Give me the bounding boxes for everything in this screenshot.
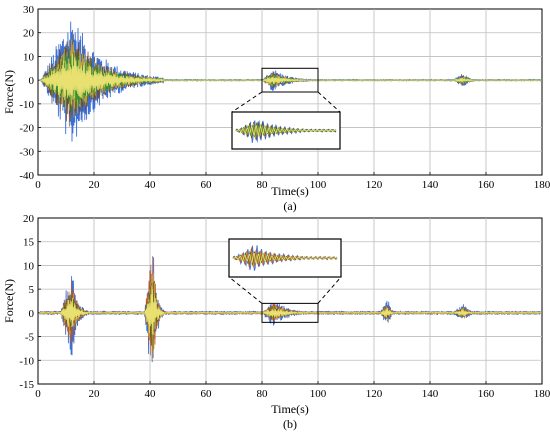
zoom-connector-left [228,276,263,304]
y-tick-label: 10 [23,51,35,63]
y-tick-label: -10 [19,99,34,111]
x-tick-label: 140 [422,388,439,400]
x-tick-label: 120 [366,388,383,400]
y-tick-label: -20 [19,123,34,135]
y-tick-label: -30 [19,146,34,158]
x-tick-label: 60 [201,388,213,400]
x-tick-label: 60 [201,179,213,191]
x-tick-label: 160 [478,388,495,400]
x-tick-label: 140 [422,179,439,191]
y-tick-label: 30 [23,4,35,16]
x-tick-label: 180 [534,179,550,191]
y-tick-label: 5 [29,284,35,296]
x-tick-label: 20 [89,388,101,400]
ticks-a: 0 20 40 60 80 100 120 140 160 180 -40 -30 -20 -10 0 10 2… [19,4,550,191]
ylabel-a: Force(N) [2,70,16,114]
series-a [39,21,542,142]
series-line [39,53,542,105]
x-tick-label: 20 [89,179,101,191]
series-b [39,255,542,363]
x-tick-label: 40 [145,179,157,191]
zoom-connector-right [317,91,341,113]
y-tick-label: -40 [19,170,34,182]
x-tick-label: 120 [366,179,383,191]
y-tick-label: 20 [23,213,35,225]
x-tick-label: 40 [145,388,157,400]
subplot-label-a: (a) [283,199,296,213]
panel-a: 0 20 40 60 80 100 120 140 160 180 -40 -30 -20 -10 0 10 2… [2,4,550,213]
y-tick-label: 0 [29,308,35,320]
x-tick-label: 100 [310,179,327,191]
ylabel-b: Force(N) [2,279,16,323]
ticks-b: 0 20 40 60 80 100 120 140 160 180 -15 -10 -5 0 5 10 15 20 [19,213,550,400]
x-tick-label: 80 [257,388,269,400]
x-tick-label: 160 [478,179,495,191]
panel-b: 0 20 40 60 80 100 120 140 160 180 -15 -10 -5 0 5 10 15 20… [2,213,550,431]
y-tick-label: -5 [25,332,35,344]
zoom-series-line [235,124,337,137]
y-tick-label: 10 [23,260,35,272]
y-tick-label: 0 [29,75,35,87]
y-tick-label: 15 [23,237,35,249]
series-line [39,285,542,335]
xlabel-a: Time(s) [271,184,309,198]
zoom-window-box [261,302,319,323]
y-tick-label: -10 [19,355,34,367]
xlabel-b: Time(s) [271,402,309,416]
zoom-window-box [261,67,319,93]
zoom-connector-left [231,91,263,113]
zoom-series-line [232,252,338,265]
zoom-inset-a [231,67,341,150]
x-tick-label: 0 [35,388,41,400]
zoom-inset-b [228,238,342,323]
x-tick-label: 0 [35,179,41,191]
x-tick-label: 180 [534,388,550,400]
zoom-connector-right [317,276,342,304]
y-tick-label: 20 [23,28,35,40]
x-tick-label: 80 [257,179,269,191]
subplot-label-b: (b) [283,417,297,431]
x-tick-label: 100 [310,388,327,400]
y-tick-label: -15 [19,379,34,391]
